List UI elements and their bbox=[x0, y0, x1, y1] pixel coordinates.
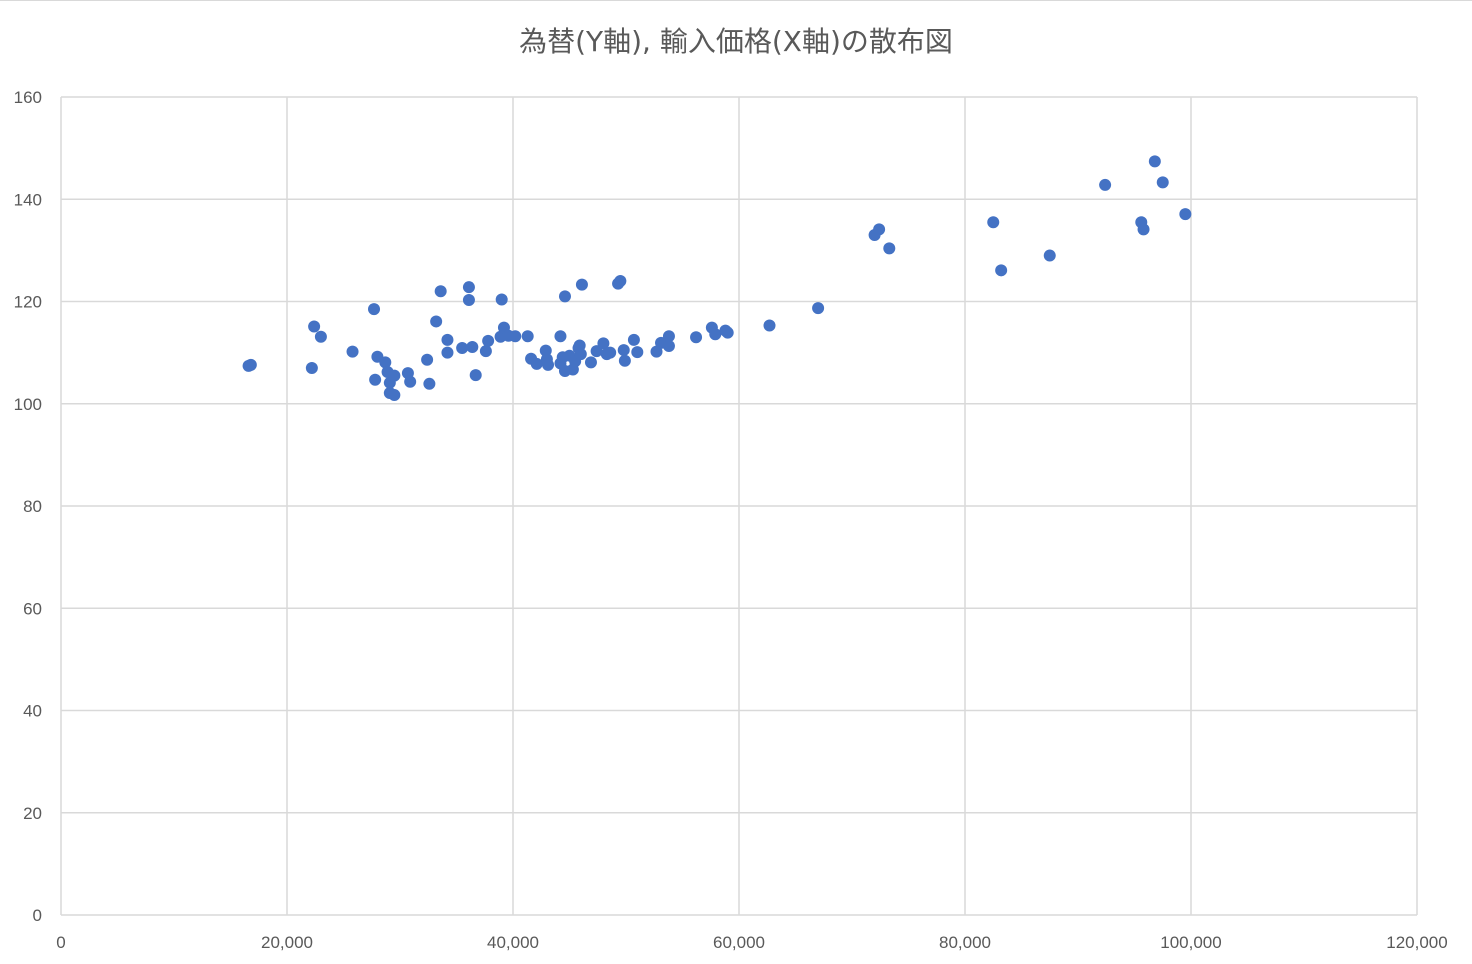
data-point bbox=[469, 369, 482, 382]
data-point bbox=[617, 344, 630, 357]
y-tick-label: 120 bbox=[14, 293, 42, 312]
data-point bbox=[662, 330, 675, 343]
data-point bbox=[368, 303, 381, 316]
data-point bbox=[369, 373, 382, 386]
data-point bbox=[1156, 176, 1169, 189]
data-point bbox=[495, 293, 508, 306]
data-point bbox=[995, 264, 1008, 277]
y-tick-label: 100 bbox=[14, 395, 42, 414]
data-point bbox=[614, 275, 627, 288]
data-point bbox=[441, 333, 454, 346]
data-point bbox=[242, 359, 255, 372]
data-point bbox=[709, 328, 722, 341]
x-tick-label: 120,000 bbox=[1386, 933, 1447, 952]
y-tick-label: 20 bbox=[23, 804, 42, 823]
data-point bbox=[558, 290, 571, 303]
data-point bbox=[388, 369, 401, 382]
data-point bbox=[627, 333, 640, 346]
data-point bbox=[388, 389, 401, 402]
data-point bbox=[631, 346, 644, 359]
data-point bbox=[305, 361, 318, 374]
data-point bbox=[346, 345, 359, 358]
data-point bbox=[1099, 178, 1112, 191]
data-point bbox=[590, 345, 603, 358]
data-point bbox=[690, 331, 703, 344]
data-point bbox=[1179, 208, 1192, 221]
data-point bbox=[763, 319, 776, 332]
data-point bbox=[434, 285, 447, 298]
data-point bbox=[404, 375, 417, 388]
y-tick-label: 160 bbox=[14, 88, 42, 107]
x-tick-label: 100,000 bbox=[1160, 933, 1221, 952]
data-point bbox=[482, 334, 495, 347]
data-point bbox=[430, 315, 443, 328]
chart-top-border bbox=[0, 0, 1472, 1]
data-point bbox=[530, 357, 543, 370]
data-point bbox=[421, 353, 434, 366]
data-point bbox=[618, 354, 631, 367]
data-point bbox=[812, 302, 825, 315]
data-point bbox=[597, 337, 610, 350]
y-tick-label: 140 bbox=[14, 190, 42, 209]
x-tick-label: 20,000 bbox=[261, 933, 313, 952]
data-point bbox=[509, 330, 522, 343]
data-point bbox=[441, 346, 454, 359]
data-point bbox=[987, 216, 1000, 229]
data-point bbox=[462, 293, 475, 306]
y-tick-label: 60 bbox=[23, 599, 42, 618]
data-point bbox=[1148, 155, 1161, 168]
data-point bbox=[1137, 223, 1150, 236]
data-point bbox=[314, 330, 327, 343]
y-tick-label: 0 bbox=[33, 906, 42, 925]
data-point bbox=[456, 342, 469, 355]
data-point bbox=[604, 346, 617, 359]
data-point bbox=[521, 330, 534, 343]
y-tick-label: 40 bbox=[23, 702, 42, 721]
data-point bbox=[1043, 249, 1056, 262]
x-tick-label: 40,000 bbox=[487, 933, 539, 952]
chart-title: 為替(Y軸), 輸入価格(X軸)の散布図 bbox=[519, 25, 953, 58]
x-tick-label: 60,000 bbox=[713, 933, 765, 952]
data-point bbox=[721, 326, 734, 339]
data-point bbox=[554, 330, 567, 343]
data-point bbox=[479, 345, 492, 358]
data-point bbox=[308, 320, 321, 333]
data-point bbox=[466, 341, 479, 354]
data-point bbox=[662, 339, 675, 352]
data-point bbox=[379, 356, 392, 369]
data-point bbox=[575, 278, 588, 291]
data-point bbox=[574, 348, 587, 361]
data-point bbox=[873, 223, 886, 236]
y-tick-label: 80 bbox=[23, 497, 42, 516]
x-tick-label: 0 bbox=[56, 933, 65, 952]
data-point bbox=[584, 356, 597, 369]
x-tick-label: 80,000 bbox=[939, 933, 991, 952]
data-point bbox=[883, 242, 896, 255]
data-point bbox=[462, 281, 475, 294]
data-point bbox=[542, 358, 555, 371]
data-point bbox=[423, 377, 436, 390]
